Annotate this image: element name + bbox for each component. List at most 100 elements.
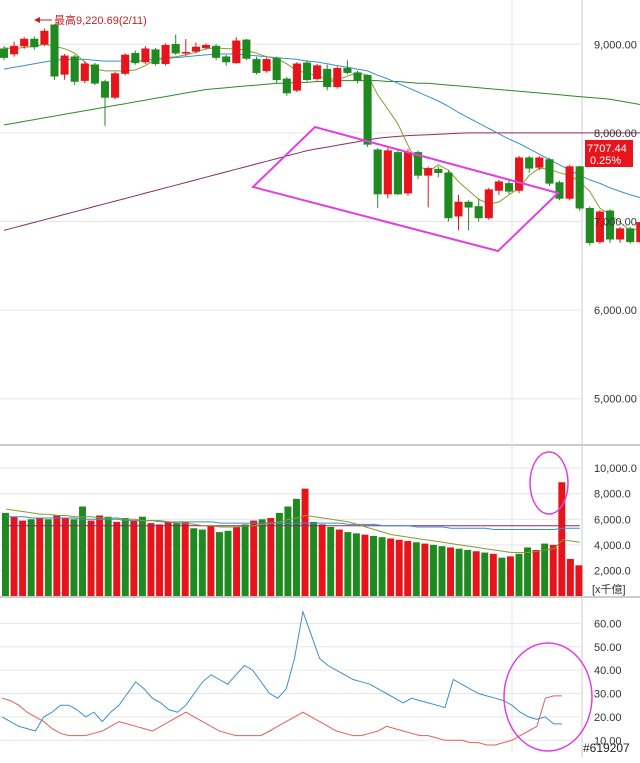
volume-bar: [225, 531, 232, 596]
volume-bar: [558, 482, 565, 596]
price-panel: [0, 25, 640, 259]
volume-bar: [550, 545, 557, 596]
candle-body: [637, 222, 640, 241]
volume-bar: [490, 554, 497, 596]
volume-bar: [45, 519, 52, 596]
volume-bar: [344, 532, 351, 596]
volume-bar: [430, 545, 437, 596]
candle-body: [394, 152, 402, 194]
candle-body: [132, 53, 140, 63]
watermark: #619207: [583, 741, 630, 755]
volume-bar: [473, 551, 480, 596]
candle-body: [616, 229, 624, 240]
volume-bar: [139, 517, 146, 596]
candle-body: [283, 79, 291, 93]
candle-body: [354, 73, 362, 81]
candle-body: [0, 49, 8, 58]
volume-bar: [327, 527, 334, 596]
volume-bar: [165, 522, 172, 596]
volume-bar: [122, 518, 129, 596]
volume-y-tick-label: 6,000.0: [594, 514, 631, 526]
candle-body: [465, 202, 473, 207]
volume-bar: [233, 527, 240, 596]
price-y-tick-label: 7,000.00: [594, 217, 637, 229]
candle-body: [172, 44, 180, 53]
volume-bar: [464, 550, 471, 596]
volume-bar: [242, 524, 249, 596]
volume-bar: [336, 530, 343, 596]
volume-unit-label: [x千億]: [592, 583, 626, 596]
volume-bar: [173, 523, 180, 596]
candle-body: [71, 57, 79, 82]
candle-body: [162, 45, 170, 64]
candle-body: [576, 167, 584, 209]
price-tag-value: 7707.44: [587, 143, 627, 155]
candle-body: [81, 64, 89, 81]
volume-bar: [567, 559, 574, 596]
volume-bar: [293, 499, 300, 596]
ma240-line: [4, 133, 640, 231]
volume-bar: [207, 526, 214, 596]
high-annotation-arrowhead: [34, 17, 40, 23]
volume-bar: [319, 524, 326, 596]
candle-body: [455, 202, 463, 216]
candle-body: [222, 57, 230, 62]
candle-body: [61, 56, 69, 75]
candle-body: [263, 59, 271, 71]
candle-body: [233, 41, 241, 63]
volume-bar: [11, 517, 18, 596]
volume-bar: [62, 518, 69, 596]
candle-body: [525, 158, 533, 169]
volume-bar: [507, 556, 514, 596]
candle-body: [41, 31, 49, 44]
volume-bar: [28, 519, 35, 596]
candle-body: [313, 66, 321, 79]
candle-body: [51, 25, 59, 76]
volume-y-tick-label: 10,000.0: [594, 463, 637, 475]
candle-body: [626, 229, 634, 242]
volume-bar: [353, 533, 360, 596]
volume-bar: [361, 535, 368, 596]
volume-bar: [370, 536, 377, 596]
volume-bar: [267, 518, 274, 596]
candle-body: [202, 45, 210, 48]
candle-body: [243, 40, 251, 59]
price-y-tick-label: 6,000.00: [594, 305, 637, 317]
candle-body: [111, 74, 119, 98]
volume-bar: [53, 515, 60, 596]
indicator-k-line: [2, 612, 562, 731]
indicator-y-tick-label: 20.00: [594, 712, 622, 724]
candle-body: [273, 58, 281, 79]
candle-body: [495, 182, 503, 191]
candle-body: [31, 39, 39, 47]
volume-bar: [156, 524, 163, 596]
volume-bar: [130, 521, 137, 596]
volume-bar: [456, 549, 463, 596]
candle-body: [475, 206, 483, 218]
candle-body: [152, 50, 160, 64]
indicator-y-tick-label: 30.00: [594, 689, 622, 701]
candle-body: [10, 46, 18, 54]
candle-body: [323, 69, 331, 87]
candle-body: [253, 59, 261, 72]
candle-body: [20, 39, 28, 46]
volume-bar: [516, 554, 523, 596]
price-y-tick-label: 8,000.00: [594, 128, 637, 140]
volume-bar: [199, 530, 206, 596]
indicator-panel: [2, 612, 592, 751]
volume-bar: [413, 542, 420, 596]
candle-body: [586, 208, 594, 243]
candle-body: [384, 151, 392, 194]
candle-body: [121, 55, 129, 74]
volume-bar: [70, 519, 77, 596]
indicator-y-tick-label: 40.00: [594, 665, 622, 677]
volume-bar: [541, 544, 548, 596]
candle-body: [303, 63, 311, 80]
volume-bar: [88, 521, 95, 596]
volume-bar: [259, 519, 266, 596]
candle-body: [435, 169, 443, 173]
candle-body: [566, 167, 574, 199]
volume-bar: [36, 518, 43, 596]
